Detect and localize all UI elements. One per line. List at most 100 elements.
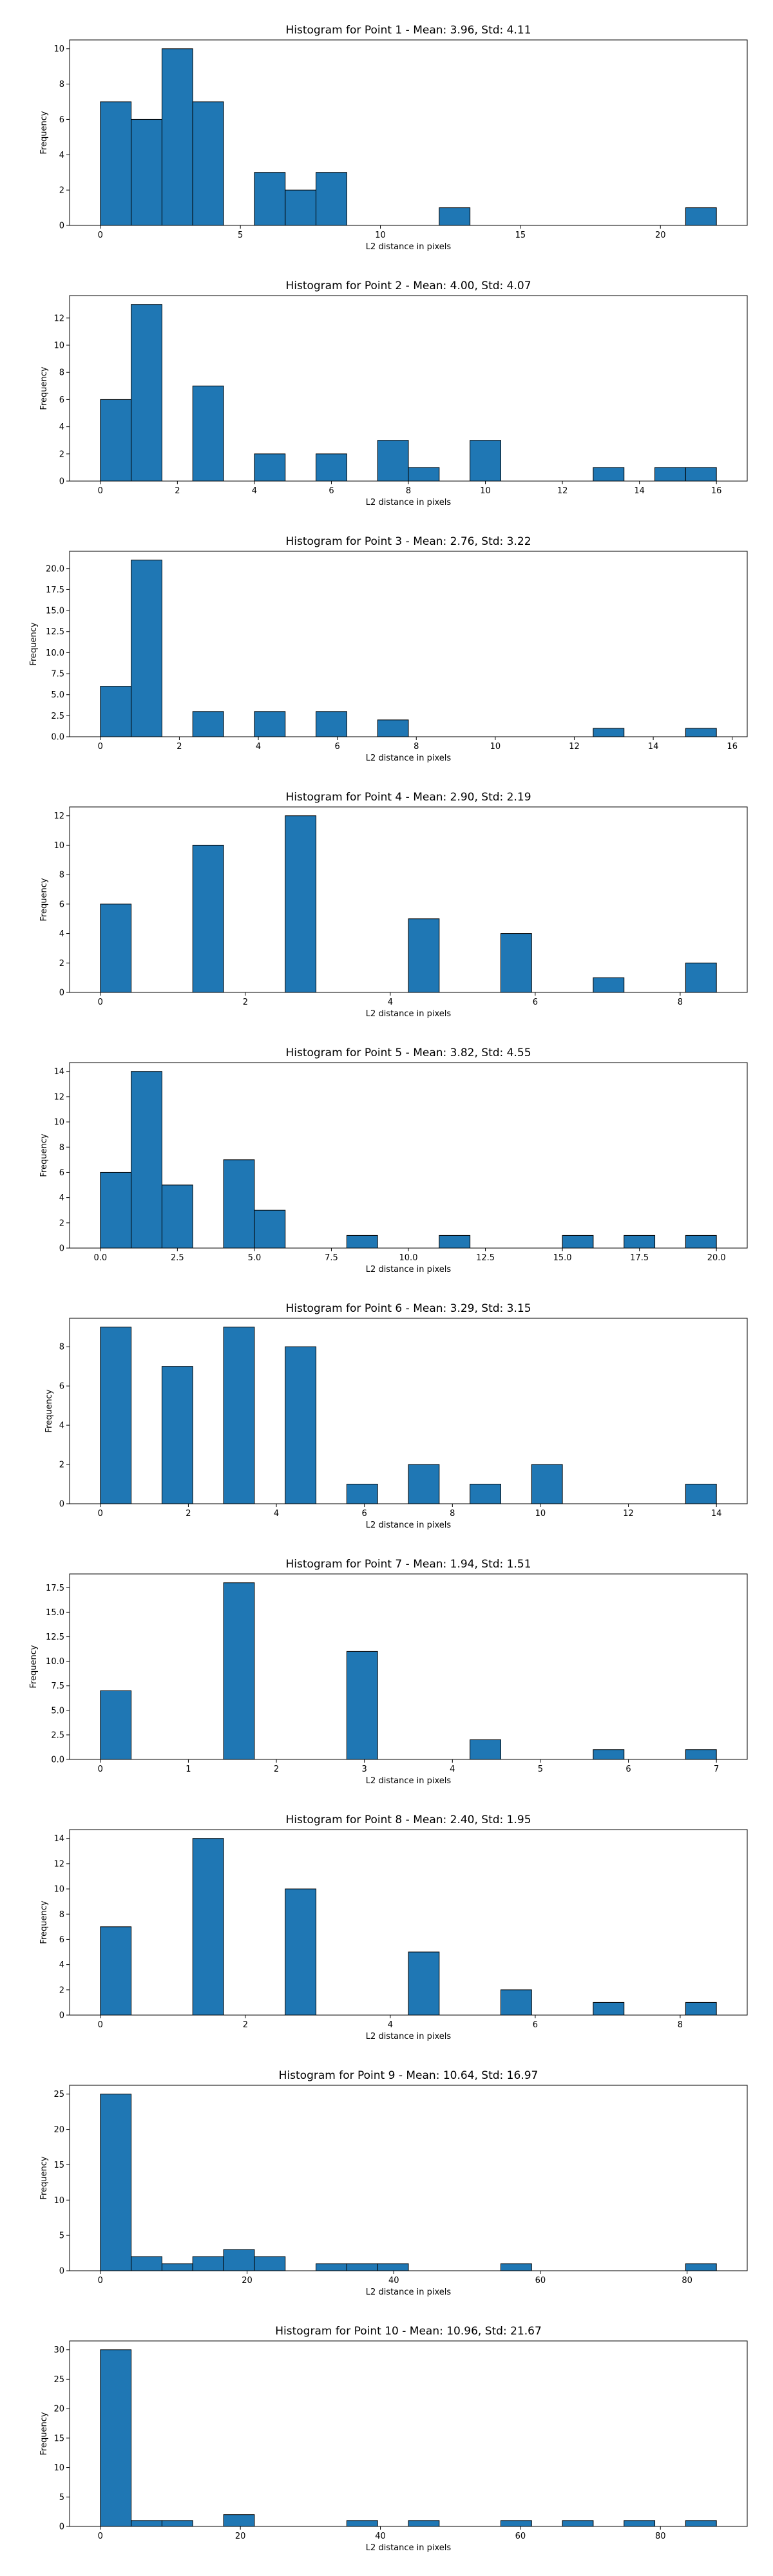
chart-5-xtick-label-1: 0.0 — [93, 1253, 107, 1263]
chart-3-ylabel: Frequency — [29, 622, 39, 665]
chart-9-ytick-label-4: 15 — [53, 2161, 64, 2170]
chart-1-bar-7 — [316, 172, 347, 226]
chart-1-ylabel: Frequency — [39, 111, 49, 154]
chart-1-bar-8 — [439, 207, 471, 226]
chart-9-bar-4 — [192, 2256, 224, 2271]
chart-3-bar-3 — [192, 711, 224, 737]
chart-5-bar-1 — [100, 1171, 132, 1249]
chart-1-title: Histogram for Point 1 - Mean: 3.96, Std:… — [285, 24, 531, 37]
chart-8-plot-frame — [69, 1829, 748, 2016]
chart-4-bar-4 — [408, 918, 440, 993]
chart-6-xlabel: L2 distance in pixels — [366, 1520, 452, 1530]
chart-5-xlabel: L2 distance in pixels — [366, 1265, 452, 1274]
chart-7-xtick-label-4: 3 — [362, 1765, 367, 1774]
chart-9-xtick-label-4: 60 — [535, 2276, 546, 2286]
chart-5-ylabel: Frequency — [39, 1133, 49, 1177]
chart-1-bar-2 — [131, 118, 162, 226]
chart-6-bar-5 — [346, 1484, 378, 1504]
chart-5-bar-9 — [624, 1235, 656, 1249]
chart-2-bar-9 — [593, 467, 625, 482]
chart-5-ytick-label-5: 8 — [59, 1143, 64, 1153]
chart-3-xtick-label-6: 10 — [490, 742, 501, 752]
chart-9-ytick-label-3: 10 — [53, 2196, 64, 2206]
chart-10-xtick-label-5: 80 — [655, 2532, 666, 2541]
chart-7-ytick-label-6: 12.5 — [46, 1633, 64, 1642]
chart-1-bar-4 — [192, 101, 224, 226]
chart-3-bar-4 — [254, 711, 286, 737]
chart-7: Histogram for Point 7 - Mean: 1.94, Std:… — [29, 1558, 748, 1786]
chart-4-ylabel: Frequency — [39, 878, 49, 921]
chart-6-bar-6 — [408, 1464, 440, 1504]
chart-7-ytick-label-4: 7.5 — [51, 1681, 64, 1691]
chart-9-bar-10 — [500, 2263, 532, 2271]
chart-7-bar-6 — [685, 1749, 717, 1760]
chart-6-xtick-label-3: 4 — [274, 1509, 279, 1519]
chart-9-ytick-label-5: 20 — [53, 2125, 64, 2135]
chart-5-bar-5 — [254, 1209, 286, 1249]
chart-5: Histogram for Point 5 - Mean: 3.82, Std:… — [39, 1046, 748, 1274]
chart-5-bar-4 — [223, 1159, 255, 1249]
chart-2-title: Histogram for Point 2 - Mean: 4.00, Std:… — [285, 279, 531, 292]
chart-9-ytick-label-2: 5 — [59, 2231, 64, 2241]
chart-9-bar-1 — [100, 2094, 132, 2271]
chart-2-bar-5 — [316, 453, 347, 482]
chart-9-ytick-label-1: 0 — [59, 2267, 64, 2277]
chart-10-bar-7 — [500, 2520, 532, 2527]
chart-4-plot-frame — [69, 806, 748, 993]
chart-10-bar-9 — [624, 2520, 656, 2527]
chart-3-xtick-label-4: 6 — [335, 742, 340, 752]
chart-5-title: Histogram for Point 5 - Mean: 3.82, Std:… — [285, 1046, 531, 1059]
chart-9-ylabel: Frequency — [39, 2156, 49, 2199]
chart-6-bar-9 — [685, 1484, 717, 1504]
chart-8-bar-3 — [285, 1888, 317, 2016]
chart-1: Histogram for Point 1 - Mean: 3.96, Std:… — [39, 24, 748, 252]
chart-8-ytick-label-6: 10 — [53, 1885, 64, 1895]
chart-7-xtick-label-8: 7 — [714, 1765, 719, 1774]
chart-1-ytick-label-5: 8 — [59, 80, 64, 90]
chart-8-ytick-label-8: 14 — [53, 1834, 64, 1844]
chart-5-xtick-label-9: 20.0 — [707, 1253, 726, 1263]
chart-5-bar-7 — [439, 1235, 471, 1249]
chart-10-xtick-label-1: 0 — [98, 2532, 103, 2541]
chart-2-ytick-label-5: 8 — [59, 368, 64, 378]
chart-2-bar-6 — [377, 440, 409, 482]
chart-2-ytick-label-7: 12 — [53, 314, 64, 323]
chart-3-xtick-label-9: 16 — [727, 742, 738, 752]
chart-6-xtick-label-1: 0 — [98, 1509, 103, 1519]
chart-6-xtick-label-6: 10 — [535, 1509, 546, 1519]
chart-7-xtick-label-2: 1 — [186, 1765, 191, 1774]
chart-3-ytick-label-9: 20.0 — [46, 564, 64, 574]
chart-7-xtick-label-7: 6 — [625, 1765, 631, 1774]
chart-2-bar-7 — [408, 467, 440, 482]
chart-8-ytick-label-4: 6 — [59, 1935, 64, 1945]
chart-10-xtick-label-3: 40 — [375, 2532, 386, 2541]
chart-8-ytick-label-7: 12 — [53, 1859, 64, 1869]
chart-7-xtick-label-3: 2 — [274, 1765, 279, 1774]
chart-2-bar-2 — [131, 304, 162, 482]
chart-3-xtick-label-5: 8 — [414, 742, 419, 752]
chart-9-bar-8 — [346, 2263, 378, 2271]
chart-10-ytick-label-5: 20 — [53, 2405, 64, 2414]
chart-4-bar-6 — [593, 977, 625, 993]
chart-3-bar-1 — [100, 686, 132, 737]
chart-6-xtick-label-2: 2 — [186, 1509, 191, 1519]
chart-4-xtick-label-3: 4 — [388, 998, 393, 1007]
chart-9-bar-7 — [316, 2263, 347, 2271]
chart-5-ytick-label-6: 10 — [53, 1118, 64, 1128]
chart-9-xtick-label-1: 0 — [98, 2276, 103, 2286]
chart-9: Histogram for Point 9 - Mean: 10.64, Std… — [39, 2069, 748, 2297]
chart-8-ytick-label-5: 8 — [59, 1910, 64, 1920]
chart-5-bar-6 — [346, 1235, 378, 1249]
chart-10-ytick-label-7: 30 — [53, 2345, 64, 2355]
chart-5-ytick-label-7: 12 — [53, 1092, 64, 1102]
chart-10-bar-5 — [346, 2520, 378, 2527]
chart-5-xtick-label-8: 17.5 — [630, 1253, 649, 1263]
chart-4-bar-5 — [500, 933, 532, 993]
chart-1-xtick-label-1: 0 — [98, 231, 103, 240]
chart-7-ylabel: Frequency — [29, 1645, 39, 1688]
chart-5-bar-3 — [161, 1184, 193, 1249]
chart-8-xtick-label-3: 4 — [388, 2020, 393, 2030]
chart-6-ytick-label-1: 0 — [59, 1500, 64, 1510]
chart-8: Histogram for Point 8 - Mean: 2.40, Std:… — [39, 1814, 748, 2041]
